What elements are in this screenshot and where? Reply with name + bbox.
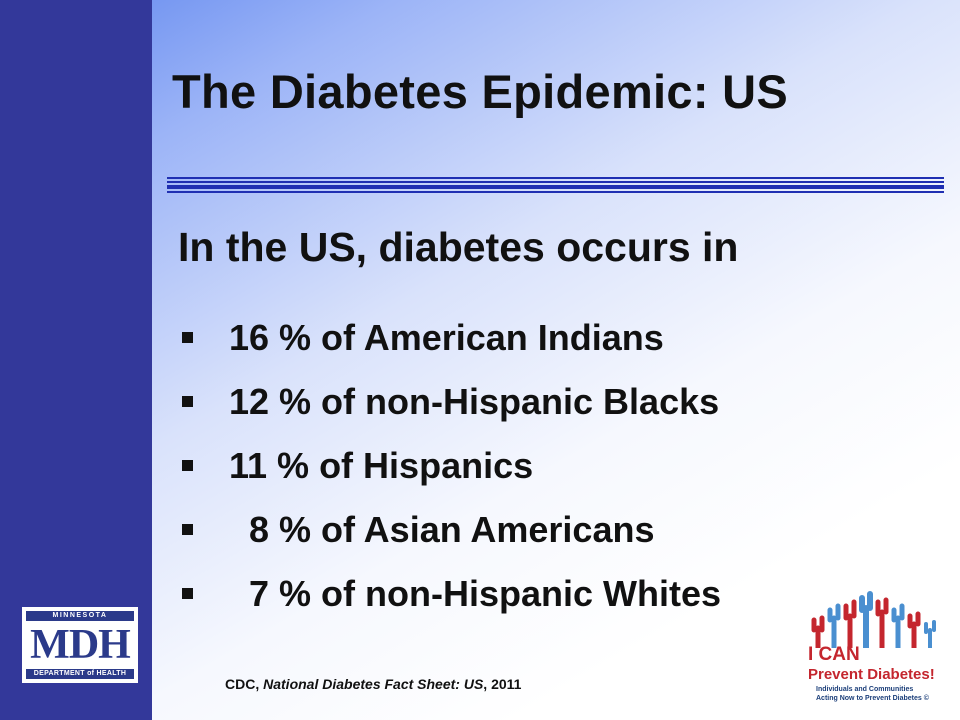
sidebar-band — [0, 0, 152, 720]
citation-prefix: CDC, — [225, 676, 264, 692]
slide-title: The Diabetes Epidemic: US — [172, 65, 789, 118]
mdh-logo-bottom-text: DEPARTMENT of HEALTH — [26, 669, 134, 679]
citation: CDC, National Diabetes Fact Sheet: US, 2… — [225, 676, 521, 692]
bullet-item: 12 % of non-Hispanic Blacks — [182, 376, 719, 440]
bullet-item: 7 % of non-Hispanic Whites — [182, 568, 721, 632]
mdh-logo-top-text: MINNESOTA — [26, 611, 134, 621]
square-bullet-icon — [182, 588, 193, 599]
ican-logo-line3: Individuals and Communities — [816, 686, 914, 693]
bullet-text: 16 % of American Indians — [229, 317, 664, 358]
mdh-logo: MINNESOTA MDH DEPARTMENT of HEALTH — [22, 607, 138, 683]
square-bullet-icon — [182, 460, 193, 471]
bullet-text: 12 % of non-Hispanic Blacks — [229, 381, 720, 422]
bullet-item: 11 % of Hispanics — [182, 440, 533, 504]
bullet-item: 8 % of Asian Americans — [182, 504, 654, 568]
citation-suffix: , 2011 — [483, 676, 522, 692]
bullet-text: 11 % of Hispanics — [229, 445, 534, 486]
ican-logo-line4: Acting Now to Prevent Diabetes © — [816, 695, 929, 702]
bullet-text: 8 % of Asian Americans — [229, 509, 655, 550]
square-bullet-icon — [182, 332, 193, 343]
mdh-logo-main-text: MDH — [30, 622, 131, 668]
ican-prevent-diabetes-logo: I CAN Prevent Diabetes! Individuals and … — [800, 588, 950, 716]
ican-logo-line2: Prevent Diabetes! — [808, 666, 935, 683]
square-bullet-icon — [182, 396, 193, 407]
square-bullet-icon — [182, 524, 193, 535]
bullet-text: 7 % of non-Hispanic Whites — [229, 573, 722, 614]
bullet-list: 16 % of American Indians 12 % of non-His… — [182, 312, 721, 632]
bullet-item: 16 % of American Indians — [182, 312, 664, 376]
title-divider — [167, 177, 944, 195]
citation-source: National Diabetes Fact Sheet: US — [263, 676, 484, 692]
ican-logo-line1: I CAN — [808, 644, 860, 665]
slide-subtitle: In the US, diabetes occurs in — [178, 224, 739, 270]
raised-hands-icon — [811, 591, 936, 651]
